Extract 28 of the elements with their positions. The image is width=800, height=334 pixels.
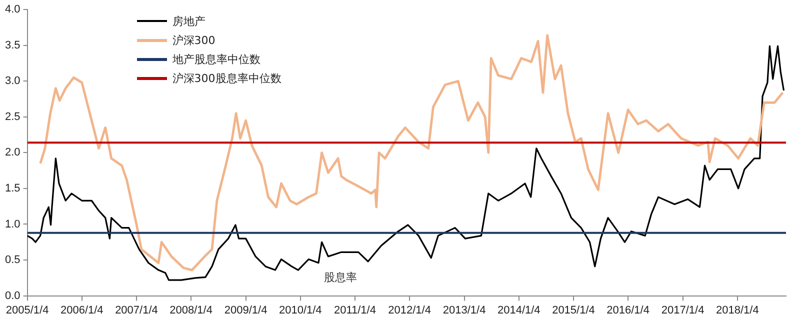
y-tick-label: 0.5 bbox=[4, 254, 20, 266]
y-tick-label: 0.0 bbox=[4, 290, 20, 302]
x-tick-label: 2018/1/4 bbox=[716, 304, 759, 316]
x-tick-label: 2013/1/4 bbox=[442, 304, 486, 316]
y-tick-label: 4.0 bbox=[4, 4, 20, 16]
legend-label: 沪深300股息率中位数 bbox=[172, 70, 282, 87]
x-tick-label: 2016/1/4 bbox=[606, 304, 650, 316]
x-tick-label: 2011/1/4 bbox=[334, 304, 376, 316]
x-tick-label: 2006/1/4 bbox=[60, 304, 104, 316]
legend-label: 沪深300 bbox=[172, 32, 216, 49]
legend-label: 房地产 bbox=[172, 14, 206, 30]
x-tick-label: 2005/1/4 bbox=[6, 304, 49, 316]
x-tick-label: 2017/1/4 bbox=[661, 304, 704, 316]
x-tick-label: 2007/1/4 bbox=[115, 304, 158, 316]
y-tick-label: 2.5 bbox=[4, 110, 20, 123]
y-tick-label: 1.0 bbox=[4, 218, 20, 230]
x-tick-label: 2008/1/4 bbox=[170, 304, 212, 316]
x-tick-label: 2015/1/4 bbox=[552, 304, 595, 316]
y-tick-label: 1.5 bbox=[4, 182, 20, 195]
x-tick-label: 2012/1/4 bbox=[388, 304, 431, 316]
x-tick-label: 2009/1/4 bbox=[224, 304, 268, 316]
x-tick-label: 2010/1/4 bbox=[278, 304, 322, 316]
y-tick-label: 3.0 bbox=[4, 75, 20, 88]
y-tick-label: 3.5 bbox=[4, 39, 20, 52]
legend-label: 地产股息率中位数 bbox=[172, 52, 260, 68]
y-tick-label: 2.0 bbox=[4, 146, 20, 159]
x-tick-label: 2014/1/4 bbox=[497, 304, 540, 316]
annotation: 股息率 bbox=[323, 270, 358, 286]
